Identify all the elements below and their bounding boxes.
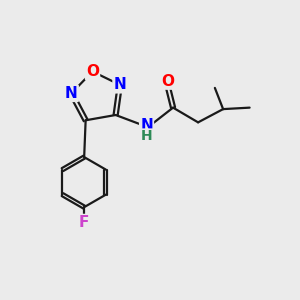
Text: N: N (113, 77, 126, 92)
Text: F: F (79, 215, 89, 230)
Text: O: O (86, 64, 99, 79)
Text: O: O (161, 74, 174, 88)
Text: N: N (140, 118, 153, 133)
Text: N: N (65, 86, 78, 101)
Text: H: H (141, 130, 152, 143)
